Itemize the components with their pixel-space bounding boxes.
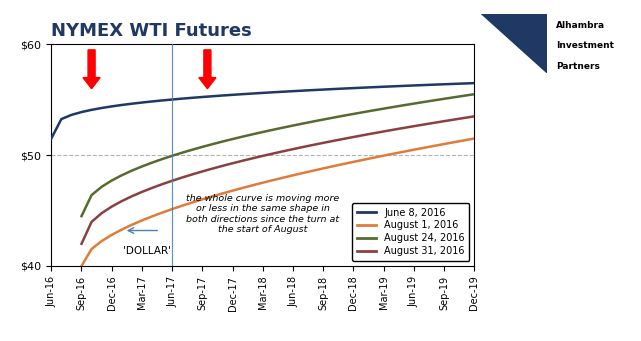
Polygon shape <box>199 50 216 89</box>
Text: Partners: Partners <box>556 62 600 71</box>
Text: NYMEX WTI Futures: NYMEX WTI Futures <box>51 22 252 40</box>
Legend: June 8, 2016, August 1, 2016, August 24, 2016, August 31, 2016: June 8, 2016, August 1, 2016, August 24,… <box>352 203 469 261</box>
Polygon shape <box>83 50 100 89</box>
Polygon shape <box>522 14 547 40</box>
FancyBboxPatch shape <box>481 14 547 73</box>
Text: 'DOLLAR': 'DOLLAR' <box>123 246 171 256</box>
Text: Investment: Investment <box>556 41 614 50</box>
Text: the whole curve is moving more
or less in the same shape in
both directions sinc: the whole curve is moving more or less i… <box>186 194 340 234</box>
Polygon shape <box>481 14 547 73</box>
Text: Alhambra: Alhambra <box>556 21 605 30</box>
